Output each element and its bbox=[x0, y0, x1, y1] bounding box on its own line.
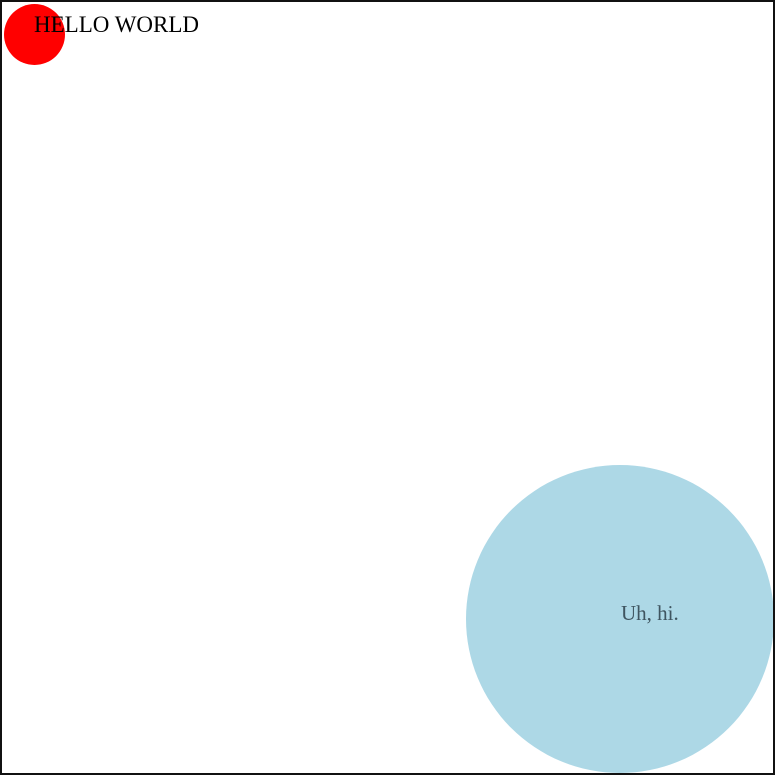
uh-hi-label: Uh, hi. bbox=[621, 601, 679, 625]
hello-world-label: HELLO WORLD bbox=[34, 12, 200, 37]
light-blue-circle bbox=[466, 465, 773, 773]
red-circle bbox=[4, 4, 65, 65]
